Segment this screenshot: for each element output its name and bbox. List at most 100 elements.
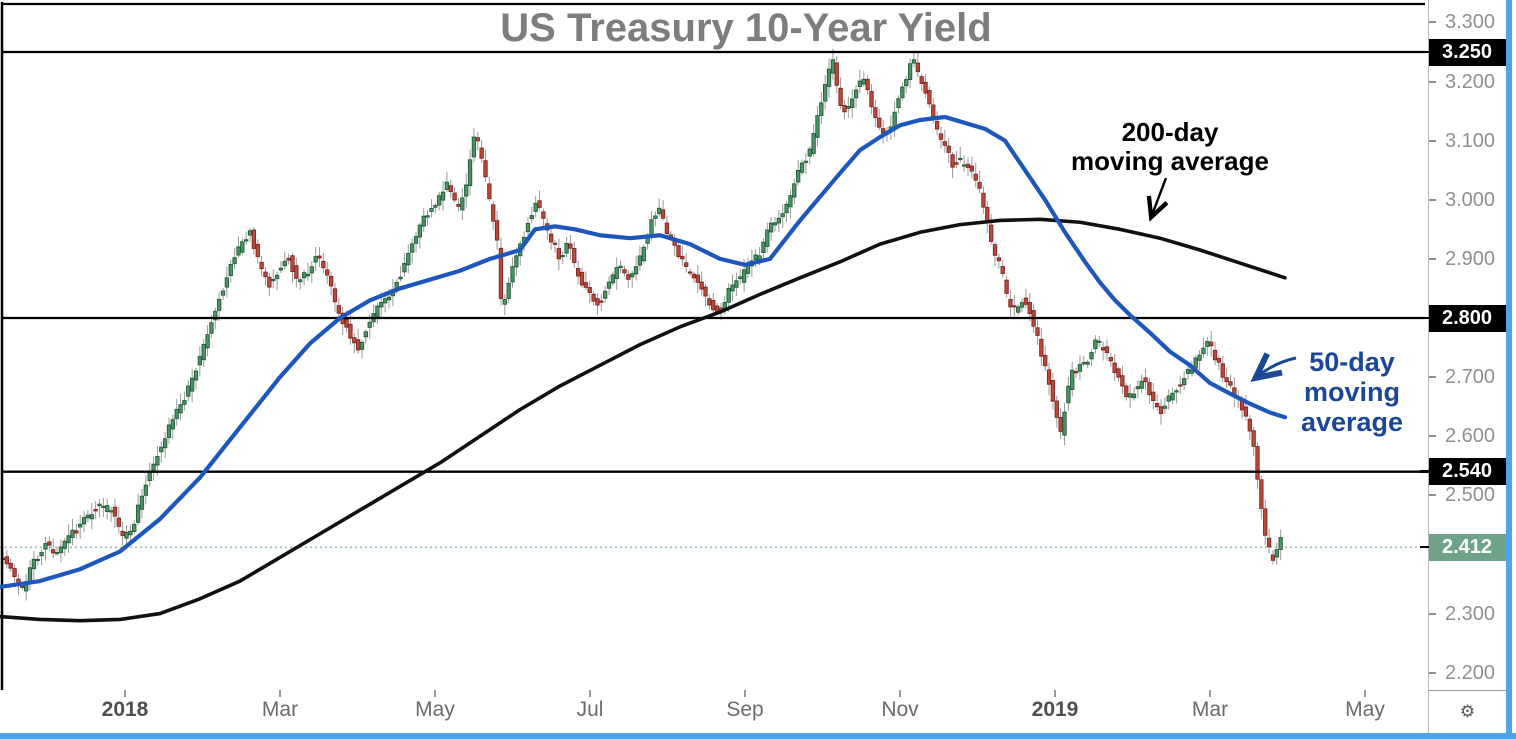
candle-body [826,68,832,87]
price-tick-2.300: 2.300 [1429,601,1508,627]
candle-body [1108,357,1113,362]
candle-body [452,192,457,201]
price-tick-dash [1429,612,1436,615]
candle-body [491,204,496,222]
candle-body [942,141,947,146]
candle-body [1143,377,1148,383]
candle-body [1058,417,1063,432]
price-tick-dash [1429,376,1436,379]
candle-body [379,301,384,308]
candle-body [267,276,272,288]
candle-body [1027,301,1032,315]
candle-body [1266,537,1272,548]
candlestick-plot[interactable] [0,0,1428,690]
time-tick-label-Jul: Jul [576,698,604,721]
candle-body [170,419,175,430]
ma50-annotation-line2: moving [1303,377,1400,407]
candle-body [240,241,245,253]
candle-body [382,298,388,304]
candle-body [205,334,210,349]
candle-body [417,224,423,238]
price-tick-dash [1420,316,1429,319]
candle-body [263,271,268,278]
candle-body [1004,279,1009,294]
candle-body [413,236,419,244]
candle-body [70,529,75,538]
time-tick-label-Nov: Nov [881,698,919,721]
time-tick-label-2019: 2019 [1031,698,1079,721]
candle-body [830,59,836,74]
frame-border-bottom [0,733,1516,739]
ma50-line [0,114,1288,590]
candle-body [398,276,403,280]
candle-body [1178,384,1183,387]
candle-body [294,265,299,279]
time-tick-dash [589,690,591,697]
candle-body [1228,381,1233,386]
candle-body [1097,340,1102,343]
candle-body [985,206,990,223]
candle-body [54,552,60,555]
candle-body [969,165,975,172]
candle-body [147,471,152,482]
price-tick-dash [1420,545,1429,549]
candle-body [220,290,226,296]
price-tick-2.700: 2.700 [1429,364,1508,390]
price-axis[interactable]: 3.300 3.250 3.200 3.100 3.000 2.900 2.800 2.700… [1420,0,1508,690]
candle-body [483,160,488,178]
candle-body [232,257,237,264]
candle-body [278,267,284,271]
candle-body [738,276,743,280]
candle-body [599,300,604,303]
candle-body [1166,395,1171,402]
price-tick-dash [1429,671,1436,674]
time-tick-dash [1054,690,1056,697]
candle-body [186,385,191,397]
candle-body [228,264,233,277]
candle-body [753,254,758,260]
time-tick-dash [899,690,901,697]
candle-body [66,535,71,544]
candle-body [853,89,859,99]
price-tick-3.000: 3.000 [1429,187,1508,213]
candle-body [1251,430,1256,447]
candle-body [687,271,693,274]
candle-body [51,549,56,554]
candle-body [626,274,631,280]
price-tick-label: 2.600 [1445,425,1496,448]
candle-body [359,341,365,350]
candle-body [20,585,25,588]
candle-body [1193,357,1198,369]
candle-body [425,215,430,218]
candle-body [251,229,257,249]
candle-body [124,531,129,539]
candle-body [649,219,654,236]
candle-body [992,244,998,256]
candle-body [911,59,917,64]
candle-body [209,322,214,334]
candle-body [259,261,264,270]
candle-body [1120,375,1125,387]
axis-separator-vertical [1428,0,1429,734]
axis-settings-button[interactable]: ⚙ [1429,691,1506,733]
candle-body [201,343,206,361]
candle-body [900,86,905,99]
candle-body [904,79,909,87]
price-tick-3.300: 3.300 [1429,9,1508,35]
candle-body [1081,362,1086,365]
candle-body [224,277,230,288]
candle-body [1212,349,1218,361]
candle-body [1116,368,1121,378]
candle-body [954,162,959,165]
price-tick-2.600: 2.600 [1429,423,1508,449]
time-axis[interactable]: 2018 Mar May Jul Sep Nov 2019 Mar May [0,690,1428,734]
candle-body [896,98,901,108]
ma200-annotation-line2: moving average [1071,146,1269,176]
candle-body [861,78,866,85]
candle-body [1016,306,1021,313]
candle-body [1043,354,1048,367]
candle-body [741,269,747,283]
candle-body [919,76,924,84]
candle-body [317,255,322,259]
